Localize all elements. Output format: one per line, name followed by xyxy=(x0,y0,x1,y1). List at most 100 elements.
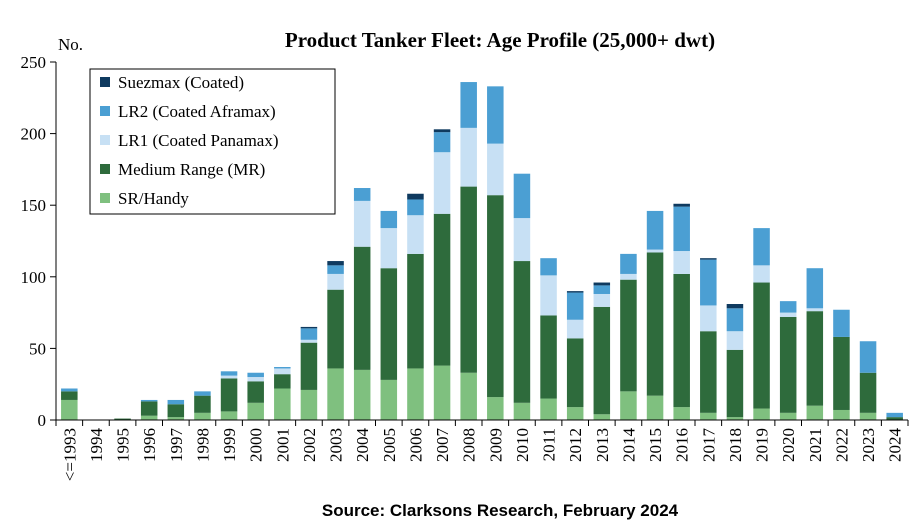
legend-label: SR/Handy xyxy=(118,189,189,208)
bar-segment xyxy=(194,395,211,413)
bar-segment xyxy=(61,391,78,400)
bar-segment xyxy=(886,412,903,418)
x-tick-label: 1996 xyxy=(140,428,159,462)
bar-segment xyxy=(859,341,877,373)
bar-segment xyxy=(327,368,344,420)
bar-segment xyxy=(327,289,344,369)
bar-segment xyxy=(247,372,264,378)
bar-segment xyxy=(460,186,477,373)
x-tick-label: 2014 xyxy=(619,428,638,463)
bar-segment xyxy=(433,365,451,420)
x-tick-label: 2018 xyxy=(726,428,745,462)
bar-segment xyxy=(220,375,238,379)
x-tick-label: 2022 xyxy=(832,428,851,462)
y-tick-label: 200 xyxy=(21,125,47,144)
bar-segment xyxy=(433,152,451,214)
bar-segment xyxy=(646,395,664,420)
bar-segment xyxy=(300,389,318,420)
x-tick-label: 2001 xyxy=(273,428,292,462)
bar-segment xyxy=(300,342,318,390)
bar-segment xyxy=(886,417,903,420)
bar-segment xyxy=(753,408,770,420)
bar-segment xyxy=(673,251,690,274)
bar-segment xyxy=(460,372,477,420)
x-tick-label: 2004 xyxy=(353,428,372,463)
legend-label: Medium Range (MR) xyxy=(118,160,265,179)
x-tick-label: <=1993 xyxy=(60,428,79,481)
bar-segment xyxy=(673,407,690,420)
bar-segment xyxy=(274,367,291,369)
bar-segment xyxy=(726,308,744,332)
bar-segment xyxy=(540,258,557,276)
bar-segment xyxy=(353,246,371,370)
legend-swatch xyxy=(100,106,110,116)
bar-segment xyxy=(407,253,424,369)
bar-segment xyxy=(61,399,78,420)
bar-segment xyxy=(566,338,584,408)
x-tick-label: 2012 xyxy=(566,428,585,462)
x-tick-label: 2002 xyxy=(300,428,319,462)
bar-segment xyxy=(779,301,797,313)
x-tick-label: 2010 xyxy=(513,428,532,462)
bar-segment xyxy=(566,291,584,293)
legend-frame xyxy=(89,68,336,215)
bar-segment xyxy=(779,316,797,413)
bar-segment xyxy=(753,282,770,409)
bar-segment xyxy=(540,315,557,399)
legend-swatch xyxy=(100,135,110,145)
bar-segment xyxy=(779,312,797,317)
bar-segment xyxy=(540,275,557,316)
bar-segment xyxy=(673,203,690,207)
bar-segment xyxy=(726,331,744,350)
bar-segment xyxy=(833,336,850,410)
bar-segment xyxy=(194,412,211,420)
x-tick-label: 2016 xyxy=(673,428,692,462)
bar-segment xyxy=(566,319,584,339)
y-tick-label: 0 xyxy=(38,411,47,430)
bar-segment xyxy=(806,311,824,406)
bar-segment xyxy=(593,285,611,294)
legend-label: LR2 (Coated Aframax) xyxy=(118,102,276,121)
bar-segment xyxy=(300,326,318,329)
x-tick-label: 2008 xyxy=(460,428,479,462)
bar-segment xyxy=(513,261,531,403)
x-tick-label: 2021 xyxy=(806,428,825,462)
bar-segment xyxy=(460,82,477,128)
bar-segment xyxy=(487,397,504,420)
bar-segment xyxy=(593,282,611,286)
x-axis-ticks: <=1993 1994 1995 1996 1997 1998 1999 2000 2001 20… xyxy=(55,420,909,481)
x-tick-label: 2007 xyxy=(433,428,452,463)
x-tick-label: 2005 xyxy=(380,428,399,462)
x-tick-label: 1995 xyxy=(114,428,133,462)
legend-swatch xyxy=(100,164,110,174)
x-tick-label: 2006 xyxy=(406,428,425,462)
y-tick-label: 50 xyxy=(29,339,46,358)
bar-segment xyxy=(646,210,664,250)
bar-segment xyxy=(753,228,770,266)
bar-segment xyxy=(460,127,477,187)
bar-segment xyxy=(646,249,664,253)
bar-segment xyxy=(407,199,424,216)
legend-swatch xyxy=(100,193,110,203)
bar-segment xyxy=(726,417,744,420)
bar-segment xyxy=(220,371,238,376)
x-tick-label: 2019 xyxy=(753,428,772,462)
bar-segment xyxy=(700,259,717,306)
bar-segment xyxy=(540,398,557,420)
bar-segment xyxy=(433,213,451,366)
x-tick-label: 2011 xyxy=(540,428,559,461)
legend-label: Suezmax (Coated) xyxy=(118,73,244,92)
x-tick-label: 2013 xyxy=(593,428,612,462)
y-axis-label: No. xyxy=(58,35,83,54)
bar-segment xyxy=(593,293,611,307)
bar-segment xyxy=(593,414,611,420)
bar-segment xyxy=(700,305,717,332)
bar-segment xyxy=(407,368,424,420)
bar-segment xyxy=(380,379,398,420)
bar-segment xyxy=(167,399,185,405)
bar-segment xyxy=(327,273,344,290)
bar-segment xyxy=(620,391,637,420)
bar-segment xyxy=(487,143,504,196)
x-tick-label: 1999 xyxy=(220,428,239,462)
chart-title: Product Tanker Fleet: Age Profile (25,00… xyxy=(285,28,715,52)
